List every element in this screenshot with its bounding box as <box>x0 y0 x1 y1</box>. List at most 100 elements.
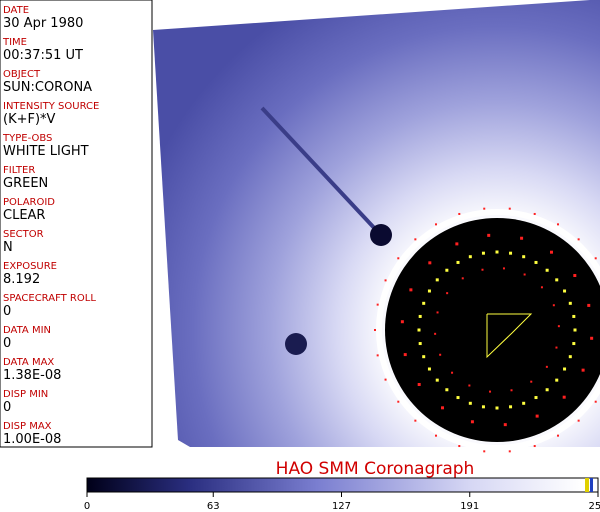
dot <box>522 255 526 259</box>
dot <box>572 314 576 318</box>
sector-marker <box>486 313 533 359</box>
dot <box>427 367 431 371</box>
dot <box>555 346 558 349</box>
dot <box>563 367 567 371</box>
dot <box>422 301 426 305</box>
dot <box>435 434 437 437</box>
field-label: INTENSITY SOURCE <box>3 101 99 112</box>
dot <box>563 289 567 293</box>
tick-label: 63 <box>207 501 220 512</box>
dot <box>557 434 559 437</box>
field-label: SPACECRAFT ROLL <box>3 293 96 304</box>
dot <box>451 371 454 374</box>
dot <box>545 365 548 368</box>
field-value: 1.38E-08 <box>3 368 61 383</box>
tick-label: 255 <box>588 501 600 512</box>
field-label: TIME <box>2 37 27 48</box>
field-label: TYPE-OBS <box>2 133 52 144</box>
dot <box>587 303 591 307</box>
dot <box>534 260 538 264</box>
colorbar-stripe <box>585 478 589 492</box>
field-value: WHITE LIGHT <box>3 144 89 159</box>
field-value: 00:37:51 UT <box>3 48 83 63</box>
dot <box>545 388 549 392</box>
field-label: DATA MAX <box>3 357 54 368</box>
blob <box>285 333 307 355</box>
dot <box>502 267 505 270</box>
field-label: FILTER <box>3 165 35 176</box>
dot <box>376 303 379 306</box>
dot <box>384 279 387 282</box>
dot <box>594 400 597 403</box>
field-value: 30 Apr 1980 <box>3 16 83 31</box>
dot <box>577 238 580 241</box>
title: HAO SMM Coronagraph <box>276 459 475 479</box>
field-label: EXPOSURE <box>3 261 57 272</box>
dot <box>439 353 442 356</box>
colorbar <box>86 477 599 493</box>
field-label: POLAROID <box>3 197 55 208</box>
dot <box>417 328 421 332</box>
dot <box>530 380 533 383</box>
dot <box>522 401 526 405</box>
dot <box>435 223 437 226</box>
dot <box>508 450 511 453</box>
dot <box>456 260 460 264</box>
dot <box>487 233 491 237</box>
dot <box>374 329 376 331</box>
dot <box>427 289 431 293</box>
dot <box>397 257 400 260</box>
dot <box>461 277 464 280</box>
dot <box>455 242 459 246</box>
dot <box>495 250 499 254</box>
dot <box>503 423 507 427</box>
dot <box>557 325 560 328</box>
dot <box>555 378 559 382</box>
dot <box>568 301 572 305</box>
dot <box>495 406 499 410</box>
dot <box>573 328 577 332</box>
dot <box>445 268 449 272</box>
dot <box>468 384 471 387</box>
dot <box>458 445 461 448</box>
tick-label: 127 <box>332 501 351 512</box>
colorbar-stripe <box>590 478 593 492</box>
dot <box>568 355 572 359</box>
ring <box>376 209 600 451</box>
dot <box>509 251 513 255</box>
dot <box>436 311 439 314</box>
dot <box>376 354 379 357</box>
dot <box>458 212 461 215</box>
dot <box>481 251 485 255</box>
dot <box>456 396 460 400</box>
field-label: SECTOR <box>3 229 44 240</box>
field-value: 1.00E-08 <box>3 432 61 447</box>
field-value: 8.192 <box>3 272 40 287</box>
dot <box>573 274 577 278</box>
dot <box>594 257 597 260</box>
dot <box>572 342 576 346</box>
dot <box>562 395 566 399</box>
info-panel <box>0 0 153 448</box>
dot <box>468 401 472 405</box>
dot <box>510 389 513 392</box>
dot <box>508 207 511 210</box>
dot <box>418 314 422 318</box>
dot <box>434 332 437 335</box>
blob <box>370 224 392 246</box>
dot <box>435 378 439 382</box>
dot <box>414 238 417 241</box>
dot <box>418 342 422 346</box>
dot <box>468 255 472 259</box>
dot <box>414 419 417 422</box>
dot <box>441 406 445 410</box>
dot <box>577 419 580 422</box>
dot <box>549 250 553 254</box>
dot <box>481 405 485 409</box>
dot <box>483 207 486 210</box>
dot <box>555 278 559 282</box>
dot <box>403 353 407 357</box>
streak <box>260 106 380 234</box>
dot <box>520 236 524 240</box>
dot <box>523 273 526 276</box>
